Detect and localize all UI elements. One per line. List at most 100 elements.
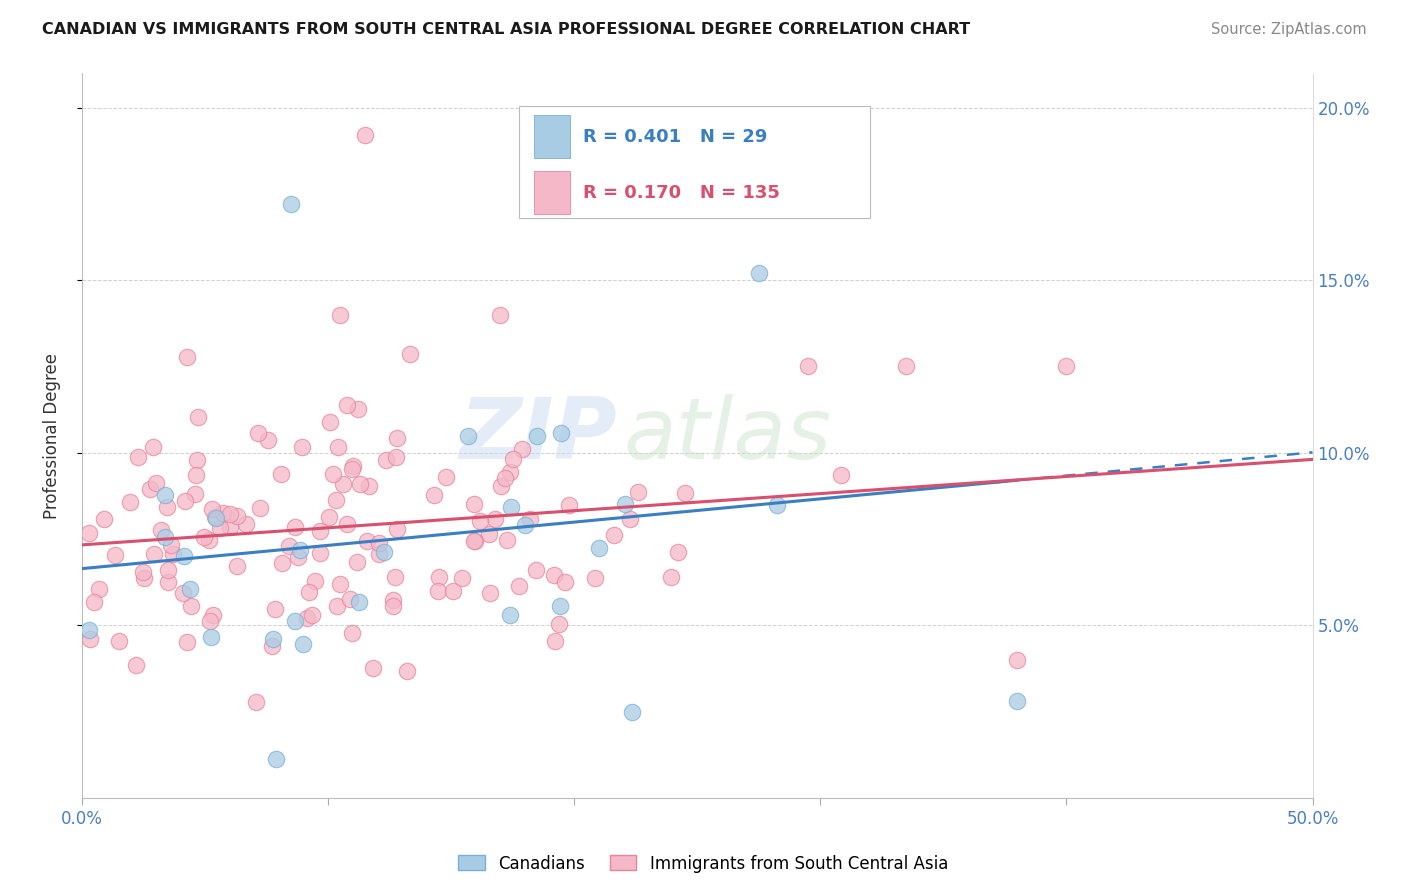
Point bbox=[356, 534, 378, 549]
Point bbox=[204, 511, 226, 525]
Point bbox=[264, 752, 287, 766]
Point bbox=[83, 595, 105, 609]
Point bbox=[368, 536, 391, 550]
Point bbox=[494, 471, 516, 485]
Point bbox=[363, 661, 385, 675]
Point bbox=[322, 467, 344, 482]
Point bbox=[572, 202, 595, 217]
Point bbox=[153, 488, 176, 502]
Point bbox=[336, 516, 359, 531]
Text: R = 0.401   N = 29: R = 0.401 N = 29 bbox=[583, 128, 768, 145]
Point bbox=[257, 433, 280, 447]
Point bbox=[659, 570, 682, 584]
Point bbox=[184, 486, 207, 500]
Point bbox=[309, 545, 332, 559]
Point bbox=[198, 615, 221, 629]
Point bbox=[347, 401, 370, 416]
Point bbox=[519, 512, 541, 526]
Point bbox=[247, 425, 270, 440]
Point bbox=[301, 608, 323, 623]
Point bbox=[180, 599, 202, 613]
Text: Source: ZipAtlas.com: Source: ZipAtlas.com bbox=[1211, 22, 1367, 37]
Point bbox=[278, 539, 301, 553]
Point bbox=[558, 498, 581, 512]
Point bbox=[173, 549, 195, 563]
Point bbox=[291, 637, 314, 651]
Point bbox=[225, 509, 247, 524]
Point bbox=[489, 308, 512, 322]
Point bbox=[544, 633, 567, 648]
Point bbox=[396, 664, 419, 678]
Point bbox=[588, 541, 610, 555]
Point bbox=[457, 428, 479, 442]
Point bbox=[159, 538, 181, 552]
Point bbox=[373, 545, 395, 559]
Point bbox=[583, 571, 606, 585]
Point bbox=[1005, 653, 1028, 667]
Point bbox=[627, 484, 650, 499]
Point bbox=[463, 498, 485, 512]
Point bbox=[748, 266, 770, 280]
Point bbox=[508, 579, 530, 593]
Point bbox=[145, 476, 167, 491]
Point bbox=[499, 500, 522, 515]
Point bbox=[156, 575, 179, 590]
Point bbox=[198, 533, 221, 547]
Point bbox=[79, 632, 101, 647]
Point bbox=[463, 534, 485, 549]
Point bbox=[173, 493, 195, 508]
Point bbox=[496, 533, 519, 547]
Point bbox=[515, 518, 537, 533]
Point bbox=[225, 558, 247, 573]
Point bbox=[93, 512, 115, 526]
Point bbox=[547, 617, 569, 632]
Point bbox=[346, 555, 368, 569]
Point bbox=[193, 530, 215, 544]
Point bbox=[427, 570, 450, 584]
Point bbox=[118, 495, 141, 509]
Point bbox=[621, 705, 644, 719]
Point bbox=[342, 626, 364, 640]
Point bbox=[245, 695, 267, 709]
Point bbox=[896, 359, 918, 374]
Point bbox=[479, 586, 502, 600]
Point bbox=[1054, 359, 1077, 374]
Point bbox=[172, 586, 194, 600]
Point bbox=[548, 599, 571, 613]
Legend: Canadians, Immigrants from South Central Asia: Canadians, Immigrants from South Central… bbox=[451, 848, 955, 880]
Point bbox=[550, 426, 572, 441]
Point bbox=[156, 500, 179, 515]
Point bbox=[434, 470, 457, 484]
Point bbox=[150, 523, 173, 537]
Point bbox=[502, 452, 524, 467]
Point bbox=[374, 453, 396, 467]
Point bbox=[295, 611, 318, 625]
Point bbox=[336, 398, 359, 412]
Point bbox=[187, 410, 209, 425]
Point bbox=[765, 498, 787, 512]
Point bbox=[153, 530, 176, 544]
Point bbox=[271, 556, 294, 570]
Point bbox=[298, 584, 321, 599]
Point bbox=[186, 452, 208, 467]
Point bbox=[619, 512, 641, 526]
Point bbox=[385, 431, 408, 445]
Point bbox=[381, 593, 404, 607]
Point bbox=[342, 459, 364, 474]
Point bbox=[354, 128, 377, 142]
Point bbox=[423, 488, 446, 502]
Point bbox=[142, 440, 165, 454]
Point bbox=[385, 450, 408, 465]
Point bbox=[156, 563, 179, 577]
Point bbox=[291, 441, 314, 455]
Point bbox=[264, 602, 287, 616]
Point bbox=[308, 524, 330, 538]
Point bbox=[249, 500, 271, 515]
FancyBboxPatch shape bbox=[519, 105, 869, 218]
Point bbox=[384, 569, 406, 583]
Point bbox=[162, 547, 184, 561]
Point bbox=[329, 308, 352, 322]
Point bbox=[77, 624, 100, 638]
Point bbox=[830, 467, 852, 482]
Point bbox=[385, 523, 408, 537]
